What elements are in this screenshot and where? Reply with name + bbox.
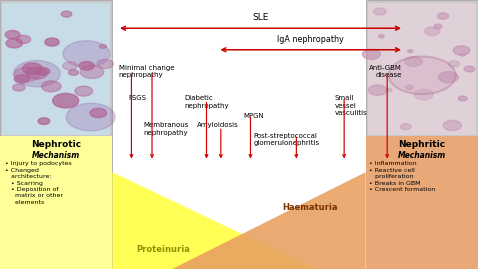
Text: Proteinuria: Proteinuria [136, 245, 190, 254]
Circle shape [434, 24, 442, 29]
Circle shape [63, 41, 110, 67]
Text: Minimal change
nephropathy: Minimal change nephropathy [119, 65, 174, 78]
Circle shape [79, 62, 94, 70]
Text: Mechanism: Mechanism [33, 151, 80, 160]
Circle shape [22, 63, 43, 74]
Circle shape [408, 50, 413, 53]
Circle shape [13, 61, 60, 87]
Text: Diabetic
nephropathy: Diabetic nephropathy [184, 95, 228, 109]
Circle shape [458, 96, 467, 101]
Circle shape [464, 66, 475, 72]
Circle shape [97, 59, 113, 69]
Circle shape [373, 8, 386, 15]
Circle shape [405, 85, 413, 90]
FancyBboxPatch shape [366, 0, 478, 269]
Circle shape [405, 56, 422, 66]
Text: Anti-GBM
disease: Anti-GBM disease [369, 65, 402, 78]
Text: IgA nephropathy: IgA nephropathy [277, 35, 344, 44]
Circle shape [401, 124, 411, 130]
Circle shape [68, 70, 78, 75]
Circle shape [362, 49, 380, 59]
Text: Small
vessel
vasculitis: Small vessel vasculitis [335, 95, 368, 116]
Circle shape [6, 38, 22, 48]
Circle shape [45, 38, 59, 46]
Circle shape [453, 46, 470, 55]
Circle shape [66, 103, 115, 131]
Text: Amyloidosis: Amyloidosis [197, 122, 239, 128]
Polygon shape [112, 172, 315, 269]
Circle shape [460, 53, 466, 56]
Circle shape [379, 35, 384, 38]
Circle shape [443, 120, 461, 130]
FancyBboxPatch shape [0, 136, 112, 269]
Text: • Injury to podocytes
• Changed
   architecture:
   • Scarring
   • Deposition o: • Injury to podocytes • Changed architec… [5, 161, 72, 205]
FancyBboxPatch shape [2, 3, 110, 134]
Text: Nephritic: Nephritic [398, 140, 445, 149]
Text: Post-streptococcal
glomerulonephritis: Post-streptococcal glomerulonephritis [253, 133, 319, 146]
FancyBboxPatch shape [0, 0, 112, 269]
Circle shape [369, 85, 387, 95]
Circle shape [90, 108, 107, 118]
Circle shape [38, 118, 50, 125]
Circle shape [12, 84, 25, 91]
Circle shape [42, 81, 61, 92]
Circle shape [14, 75, 29, 83]
Circle shape [63, 62, 77, 70]
Circle shape [389, 56, 456, 94]
Circle shape [386, 88, 392, 92]
Text: Mechanism: Mechanism [398, 151, 445, 160]
Circle shape [424, 27, 440, 36]
Circle shape [80, 65, 104, 79]
FancyBboxPatch shape [368, 3, 476, 134]
Polygon shape [172, 172, 366, 269]
Text: MPGN: MPGN [244, 113, 264, 119]
FancyBboxPatch shape [366, 136, 478, 269]
Circle shape [61, 11, 72, 17]
Circle shape [16, 35, 31, 44]
Circle shape [14, 67, 39, 82]
Circle shape [438, 72, 458, 83]
Text: FSGS: FSGS [128, 95, 146, 101]
Circle shape [53, 93, 79, 108]
Circle shape [437, 13, 449, 19]
Circle shape [5, 30, 20, 39]
Circle shape [99, 45, 107, 48]
Circle shape [36, 68, 50, 75]
Circle shape [448, 61, 459, 67]
Text: SLE: SLE [252, 13, 269, 22]
Text: • Inflammation
• Reactive cell
   proliferation
• Breaks in GBM
• Crescent forma: • Inflammation • Reactive cell prolifera… [369, 161, 435, 192]
Text: Nephrotic: Nephrotic [32, 140, 81, 149]
Text: Haematuria: Haematuria [282, 203, 337, 212]
Circle shape [26, 67, 47, 79]
Circle shape [414, 89, 433, 100]
Circle shape [75, 86, 93, 96]
Text: Membranous
nephropathy: Membranous nephropathy [143, 122, 189, 136]
